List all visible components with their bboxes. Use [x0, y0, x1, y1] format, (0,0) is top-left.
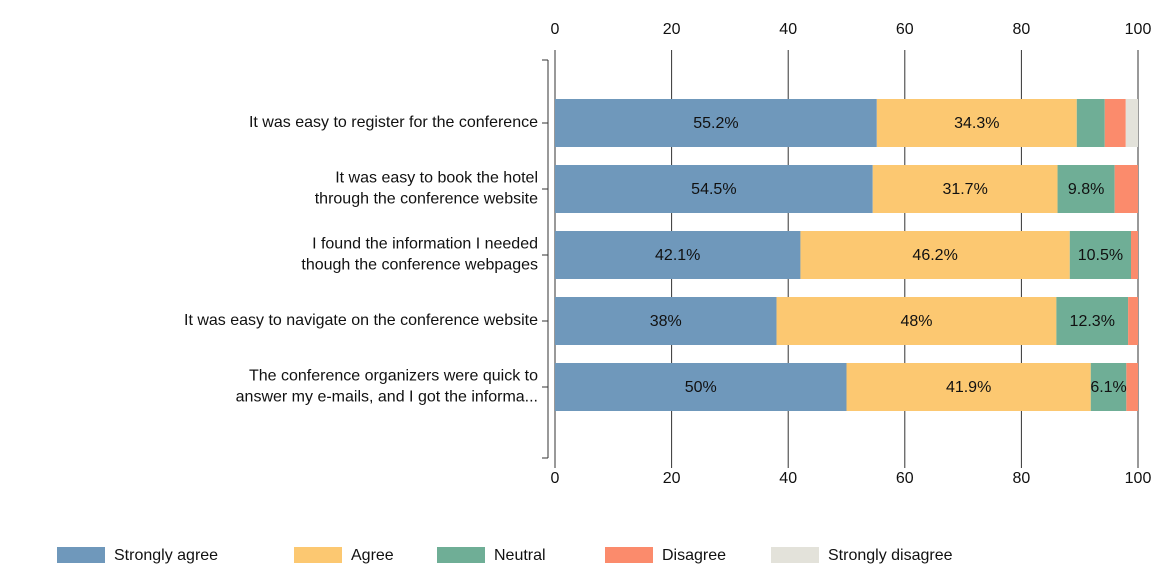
x-tick-label: 60	[896, 21, 914, 38]
bar-segment	[1114, 165, 1138, 213]
x-tick-label: 100	[1125, 21, 1152, 38]
data-label: 6.1%	[1090, 379, 1126, 396]
data-label: 46.2%	[912, 247, 957, 264]
bar-segment	[1125, 99, 1138, 147]
data-label: 12.3%	[1070, 313, 1115, 330]
bar-segment	[1057, 165, 1115, 213]
bar-segment	[872, 165, 1058, 213]
data-label: 41.9%	[946, 379, 991, 396]
y-tick-label: It was easy to book the hotel	[335, 170, 538, 187]
data-label: 42.1%	[655, 247, 700, 264]
bar-segment	[555, 363, 847, 411]
legend-label: Disagree	[662, 547, 726, 564]
data-label: 54.5%	[691, 181, 736, 198]
y-tick-label: The conference organizers were quick to	[249, 368, 538, 385]
bar-segment	[876, 99, 1077, 147]
x-tick-label: 60	[896, 470, 914, 487]
x-tick-label: 80	[1013, 470, 1031, 487]
legend-swatch	[437, 547, 485, 563]
bar-segment	[1056, 297, 1129, 345]
bar-segment	[1076, 99, 1105, 147]
legend-swatch	[771, 547, 819, 563]
data-label: 48%	[900, 313, 932, 330]
x-tick-label: 20	[663, 21, 681, 38]
y-tick-label: It was easy to navigate on the conferenc…	[184, 312, 538, 329]
legend-label: Agree	[351, 547, 394, 564]
y-tick-label: I found the information I needed	[312, 236, 538, 253]
bar-segment	[555, 165, 873, 213]
data-label: 9.8%	[1068, 181, 1104, 198]
x-tick-label: 80	[1013, 21, 1031, 38]
legend-swatch	[294, 547, 342, 563]
data-label: 31.7%	[942, 181, 987, 198]
legend-swatch	[57, 547, 105, 563]
bar-segment	[1069, 231, 1132, 279]
data-label: 10.5%	[1078, 247, 1123, 264]
bar-segment	[1131, 231, 1138, 279]
data-label: 50%	[685, 379, 717, 396]
bar-segment	[846, 363, 1091, 411]
legend-label: Strongly agree	[114, 547, 218, 564]
x-tick-label: 0	[551, 470, 560, 487]
data-label: 38%	[650, 313, 682, 330]
y-tick-label: through the conference website	[315, 191, 538, 208]
x-tick-label: 100	[1125, 470, 1152, 487]
legend-label: Neutral	[494, 547, 546, 564]
x-tick-label: 20	[663, 470, 681, 487]
x-tick-label: 40	[779, 470, 797, 487]
bar-segment	[555, 231, 801, 279]
legend-label: Strongly disagree	[828, 547, 953, 564]
data-label: 55.2%	[693, 115, 738, 132]
y-tick-label: It was easy to register for the conferen…	[249, 114, 538, 131]
bar-segment	[1104, 99, 1126, 147]
x-tick-label: 0	[551, 21, 560, 38]
bar-segment	[1126, 363, 1138, 411]
x-tick-label: 40	[779, 21, 797, 38]
bar-segment	[1128, 297, 1138, 345]
bar-segment	[776, 297, 1057, 345]
y-tick-label: though the conference webpages	[301, 257, 538, 274]
bar-segment	[555, 99, 877, 147]
bar-segment	[1090, 363, 1127, 411]
y-tick-label: answer my e-mails, and I got the informa…	[236, 389, 538, 406]
data-label: 34.3%	[954, 115, 999, 132]
legend-swatch	[605, 547, 653, 563]
bar-segment	[555, 297, 777, 345]
bar-segment	[800, 231, 1070, 279]
